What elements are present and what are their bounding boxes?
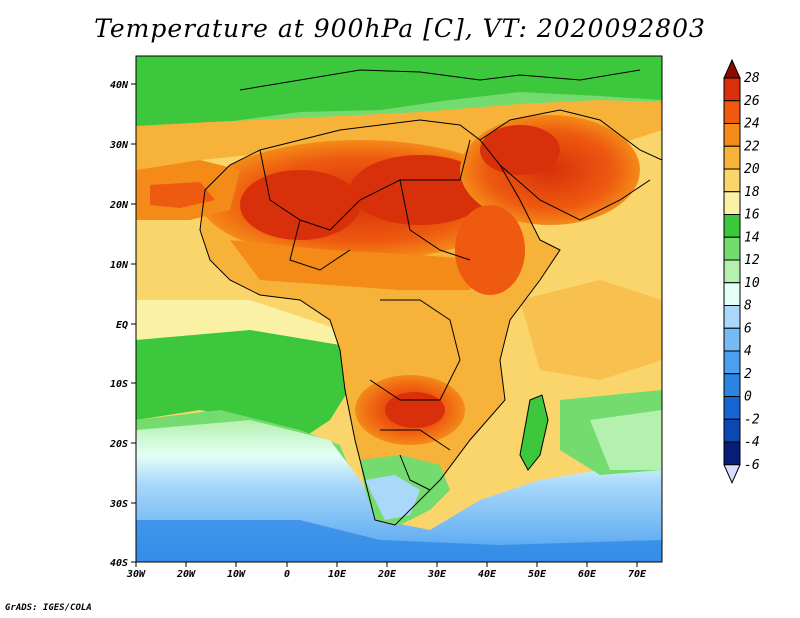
colorbar-label: 4 [744,344,752,359]
colorbar-swatch [723,418,741,443]
colorbar-swatch [723,145,741,170]
map-frame [135,55,663,563]
lat-tick-label: 40N [110,80,129,91]
colorbar-label: 28 [744,71,760,86]
colorbar-label: 20 [744,162,760,177]
colorbar-top-arrow [723,58,741,79]
colorbar-label: 22 [744,139,760,154]
colorbar-label: 2 [744,367,752,382]
lon-tick-label: 10W [227,569,246,580]
colorbar-label: 14 [744,230,760,245]
colorbar-swatch [723,168,741,193]
lon-tick-label: 30W [126,569,146,580]
lat-tick-label: 40S [110,558,128,569]
colorbar-swatch [723,100,741,124]
axis-ticks [131,83,638,567]
lon-tick-label: 50E [528,569,547,580]
colorbar-swatch [723,191,741,215]
colorbar-swatch [723,236,741,261]
colorbar-label: -6 [744,458,760,473]
colorbar-label: 6 [744,321,752,336]
lon-tick-label: 10E [328,569,347,580]
temperature-field [136,56,662,562]
colorbar-swatch [723,259,741,284]
colorbar-swatch [723,441,741,466]
credit-text: GrADS: IGES/COLA [5,603,92,613]
map-title: Temperature at 900hPa [C], VT: 202009280… [94,14,706,43]
colorbar-label: -4 [744,435,760,450]
lon-tick-label: 20W [176,569,196,580]
colorbar-label: 0 [744,390,752,405]
lat-tick-label: 30S [109,499,128,510]
colorbar-swatch [723,327,741,352]
colorbar-swatch [723,214,741,238]
lon-tick-label: 60E [578,569,597,580]
lon-tick-label: 0 [284,569,290,580]
lat-tick-label: 20N [109,200,129,211]
lon-tick-label: 20E [377,569,397,580]
lat-tick-label: EQ [116,320,128,331]
colorbar-swatch [723,350,741,375]
lat-tick-label: 10N [110,260,129,271]
lat-tick-label: 10S [110,379,128,390]
colorbar-label: 12 [744,253,760,268]
colorbar-label: 16 [744,208,760,223]
colorbar-swatch [723,396,741,420]
colorbar-swatch [723,282,741,306]
colorbar-label: 8 [744,299,752,314]
lat-tick-labels: 40N 30N 20N 10N EQ 10S 20S 30S 40S [109,80,129,569]
lat-tick-label: 20S [109,439,128,450]
colorbar-bottom-arrow [723,464,741,484]
lon-tick-labels: 30W 20W 10W 0 10E 20E 30E 40E 50E 60E 70… [126,569,647,580]
lat-tick-label: 30N [109,140,129,151]
colorbar-label: 26 [744,94,760,109]
colorbar-label: -2 [744,412,760,427]
colorbar-swatch [723,123,741,147]
colorbar-label: 24 [744,117,760,132]
colorbar-swatch [723,305,741,329]
colorbar-label: 18 [744,185,760,200]
lon-tick-label: 40E [478,569,497,580]
lon-tick-label: 70E [628,569,647,580]
coastlines [199,69,662,526]
colorbar-swatch [723,373,741,397]
colorbar-label: 10 [744,276,760,291]
colorbar-swatch [723,77,741,102]
lon-tick-label: 30E [427,569,447,580]
